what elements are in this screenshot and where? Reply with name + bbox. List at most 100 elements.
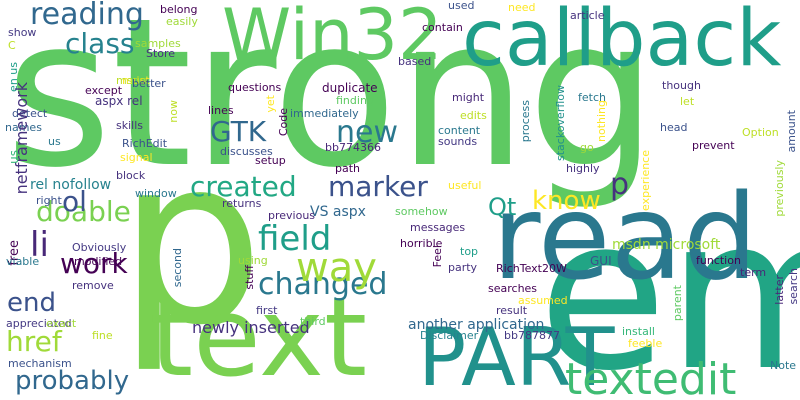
word: article bbox=[570, 9, 605, 22]
word: better bbox=[132, 77, 166, 90]
word: know bbox=[532, 186, 601, 216]
word: read bbox=[492, 168, 758, 306]
word: Option bbox=[742, 126, 779, 139]
word: fetch bbox=[578, 91, 606, 104]
word: Note bbox=[770, 359, 797, 372]
word: contain bbox=[422, 21, 463, 34]
word: reading bbox=[30, 0, 144, 32]
word: must bbox=[122, 74, 150, 87]
word: marker bbox=[328, 170, 428, 203]
word: VS aspx bbox=[310, 204, 366, 220]
word: content bbox=[438, 124, 481, 137]
word: signal bbox=[120, 151, 153, 164]
word: process bbox=[519, 100, 532, 143]
word: stackoverflow bbox=[554, 85, 567, 161]
word: show bbox=[8, 26, 37, 39]
word: go bbox=[580, 141, 594, 154]
word: searches bbox=[488, 282, 538, 295]
word: mechanism bbox=[8, 357, 72, 370]
word: Store bbox=[146, 47, 176, 60]
word: class bbox=[65, 27, 135, 60]
word: em bbox=[538, 172, 800, 400]
word: previous bbox=[268, 209, 316, 222]
word: questions bbox=[228, 81, 282, 94]
word: easily bbox=[166, 15, 198, 28]
word: us bbox=[7, 150, 21, 164]
word: p bbox=[118, 109, 264, 376]
word: exact bbox=[46, 317, 77, 330]
word: appreciated bbox=[6, 317, 72, 330]
word: discusses bbox=[220, 145, 273, 158]
word: netframework bbox=[12, 82, 31, 195]
word: path bbox=[335, 162, 361, 175]
word: bb787877 bbox=[504, 329, 560, 342]
word: us bbox=[48, 135, 61, 148]
word: new bbox=[336, 115, 399, 150]
word: used bbox=[448, 0, 475, 12]
word: second bbox=[171, 248, 184, 288]
word: head bbox=[660, 121, 688, 134]
word: callback bbox=[462, 0, 782, 84]
word: right bbox=[36, 194, 62, 207]
word: might bbox=[452, 91, 485, 104]
word: li bbox=[30, 225, 49, 265]
word: RichText20W bbox=[496, 262, 567, 275]
word: samples bbox=[135, 37, 181, 50]
word: rel nofollow bbox=[30, 177, 112, 193]
word: Obviously bbox=[72, 241, 127, 254]
word: msdn microsoft bbox=[612, 237, 721, 253]
word: textedit bbox=[565, 354, 737, 400]
word: stuff bbox=[243, 265, 256, 290]
word: messages bbox=[410, 221, 466, 234]
word: returns bbox=[222, 197, 262, 210]
word: modified bbox=[74, 255, 123, 268]
word: work bbox=[60, 247, 128, 280]
word: party bbox=[448, 261, 478, 274]
word: detect bbox=[12, 107, 48, 120]
word: duplicate bbox=[322, 81, 378, 95]
word: PART bbox=[418, 311, 615, 400]
word: fine bbox=[92, 329, 113, 342]
word: lines bbox=[208, 104, 234, 117]
word: Code bbox=[277, 108, 290, 137]
word: msdn bbox=[116, 74, 147, 87]
word: somehow bbox=[395, 205, 448, 218]
word: need bbox=[508, 1, 536, 14]
word: latter bbox=[773, 275, 786, 305]
word: sounds bbox=[438, 135, 478, 148]
word: install bbox=[622, 325, 655, 338]
word: parent bbox=[671, 285, 684, 322]
word: using bbox=[238, 254, 268, 267]
word: yet bbox=[264, 95, 277, 113]
word: RichEdit bbox=[122, 137, 168, 150]
word: horrible bbox=[400, 237, 443, 250]
word: except bbox=[85, 84, 123, 97]
word: doable bbox=[36, 195, 131, 228]
word: amount bbox=[785, 110, 798, 153]
word: first bbox=[256, 304, 278, 317]
word: previously bbox=[773, 160, 786, 217]
word: GTK bbox=[210, 115, 267, 148]
word: bb774366 bbox=[325, 141, 381, 154]
word: Disclaimer bbox=[420, 329, 479, 342]
word: finding bbox=[336, 94, 374, 107]
word: nothing bbox=[595, 100, 608, 142]
word: setup bbox=[255, 154, 286, 167]
word: href bbox=[6, 325, 62, 358]
word: ol bbox=[62, 185, 87, 218]
word: aspx rel bbox=[95, 94, 143, 108]
word: term bbox=[740, 266, 767, 279]
word: assumed bbox=[518, 294, 568, 307]
word: now bbox=[167, 100, 180, 123]
word: result bbox=[496, 304, 528, 317]
word: third bbox=[300, 315, 326, 328]
word: changed bbox=[258, 267, 388, 302]
word: Win32 bbox=[222, 0, 443, 76]
word: another application bbox=[408, 317, 545, 333]
word: way bbox=[296, 245, 377, 291]
word: probably bbox=[15, 366, 130, 396]
word: newly inserted bbox=[192, 318, 310, 337]
word: viable bbox=[6, 255, 40, 268]
word: remove bbox=[72, 279, 114, 292]
